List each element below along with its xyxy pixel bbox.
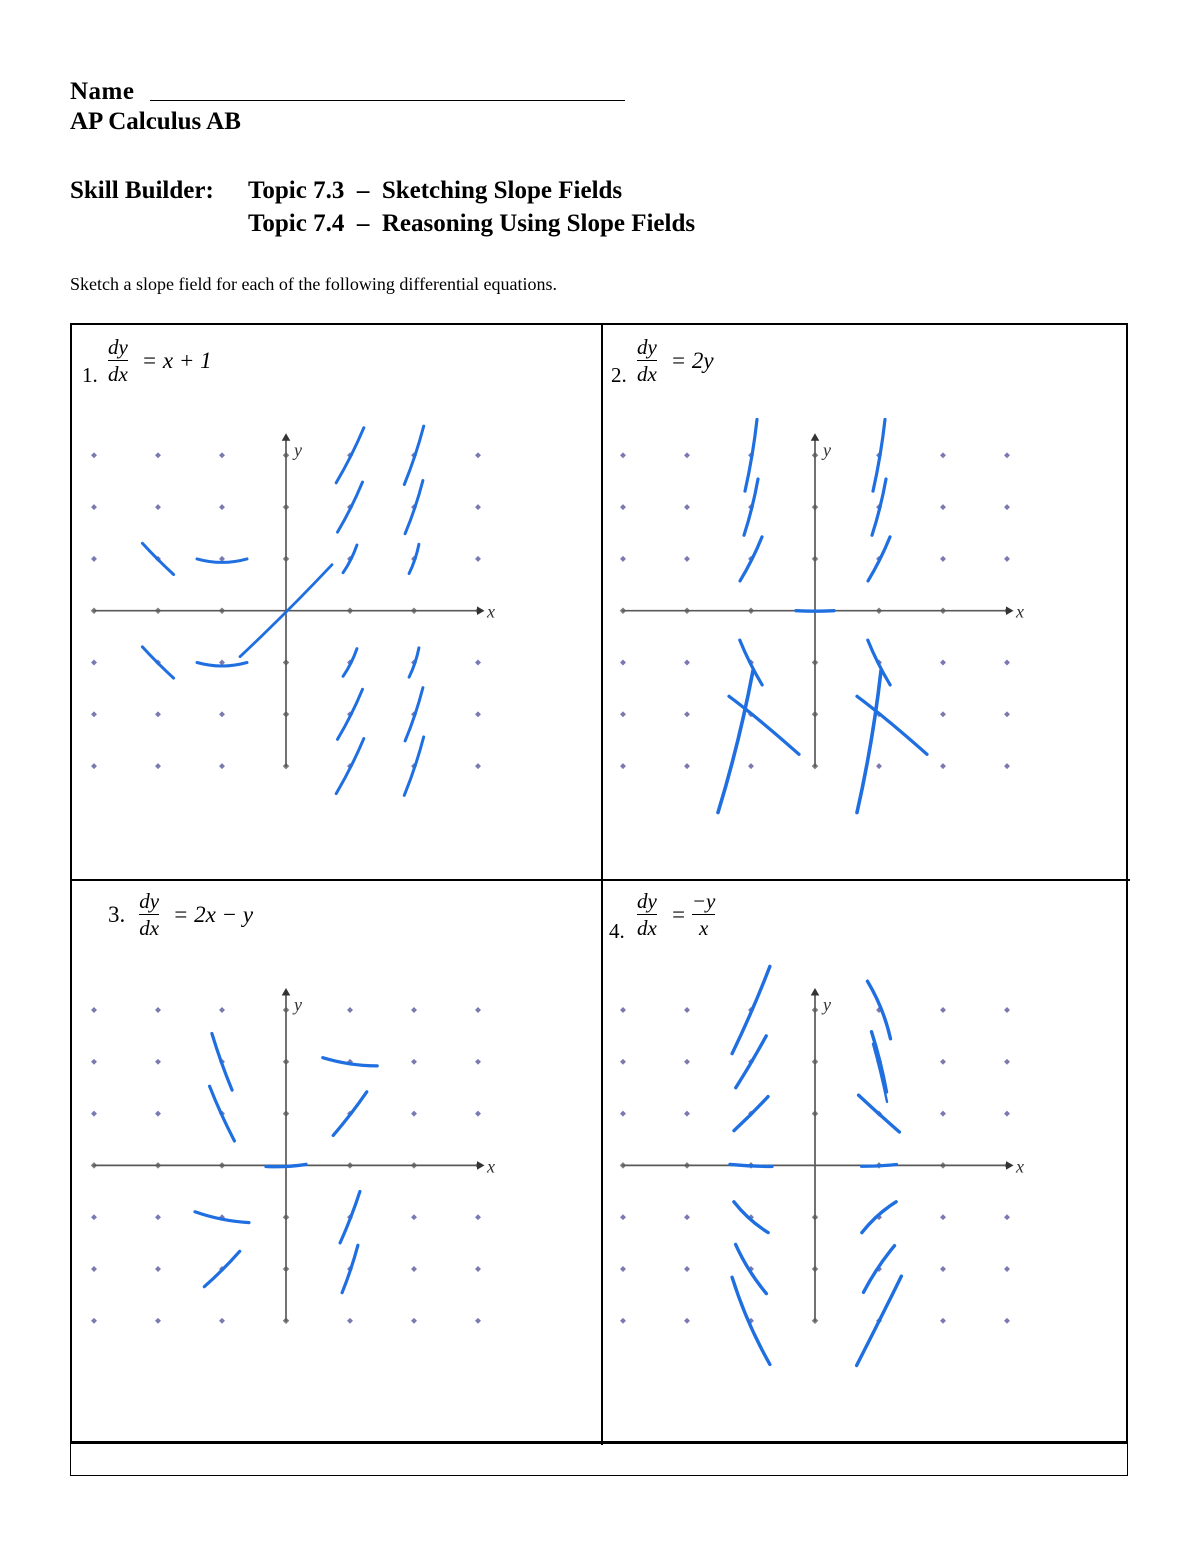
svg-text:x: x (1015, 602, 1024, 622)
svg-text:y: y (292, 995, 302, 1015)
svg-text:y: y (821, 995, 831, 1015)
svg-text:x: x (1015, 1156, 1024, 1176)
svg-text:x: x (486, 602, 495, 622)
svg-text:y: y (821, 440, 831, 460)
svg-text:y: y (292, 440, 302, 460)
svg-text:x: x (486, 1156, 495, 1176)
